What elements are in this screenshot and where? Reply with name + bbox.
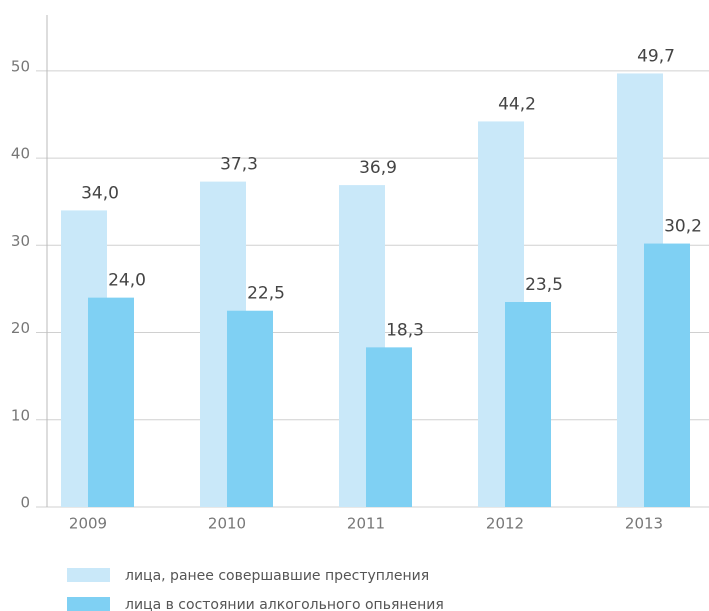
value-label: 49,7 [637, 46, 675, 66]
x-tick-label: 2009 [69, 515, 107, 533]
value-label: 37,3 [220, 155, 258, 175]
bar [227, 310, 273, 507]
value-label: 30,2 [664, 217, 702, 237]
y-tick-label: 10 [11, 406, 30, 424]
bar [88, 297, 134, 507]
legend-swatch [67, 568, 110, 582]
value-label: 22,5 [247, 284, 285, 304]
y-tick-label: 30 [11, 232, 30, 250]
y-tick-label: 50 [11, 57, 30, 75]
value-label: 34,0 [81, 183, 119, 203]
y-tick-label: 40 [11, 145, 30, 163]
y-tick-label: 20 [11, 319, 30, 337]
value-label: 36,9 [359, 158, 397, 178]
value-label: 44,2 [498, 94, 536, 114]
x-tick-label: 2013 [625, 515, 663, 533]
legend-label: лица в состоянии алкогольного опьянения [125, 597, 444, 611]
x-tick-label: 2010 [208, 515, 246, 533]
y-tick-label: 0 [20, 494, 30, 512]
value-label: 24,0 [108, 271, 146, 291]
value-label: 23,5 [525, 275, 563, 295]
legend-swatch [67, 597, 110, 611]
x-tick-label: 2011 [347, 515, 385, 533]
bar [505, 302, 551, 507]
bar [366, 347, 412, 507]
bar [644, 243, 690, 507]
value-label: 18,3 [386, 320, 424, 340]
legend-label: лица, ранее совершавшие преступления [125, 568, 429, 584]
x-tick-label: 2012 [486, 515, 524, 533]
